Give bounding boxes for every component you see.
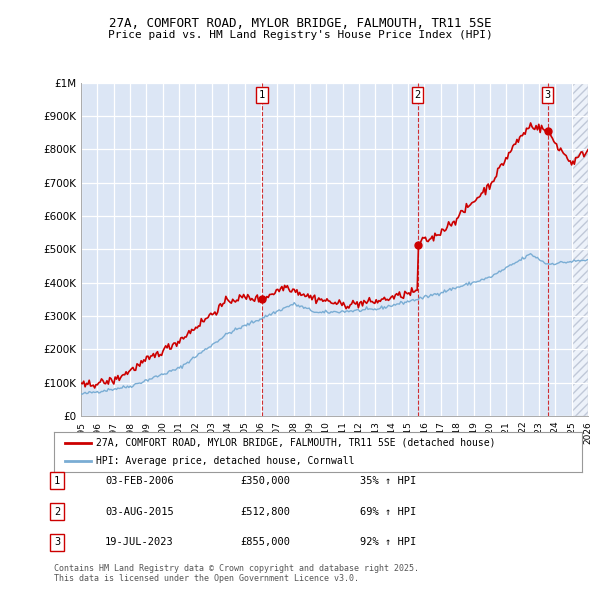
Text: 27A, COMFORT ROAD, MYLOR BRIDGE, FALMOUTH, TR11 5SE (detached house): 27A, COMFORT ROAD, MYLOR BRIDGE, FALMOUT… (96, 438, 496, 448)
Text: 2: 2 (54, 507, 60, 516)
Text: 2: 2 (415, 90, 421, 100)
Text: HPI: Average price, detached house, Cornwall: HPI: Average price, detached house, Corn… (96, 456, 355, 466)
Text: 1: 1 (54, 476, 60, 486)
Text: 3: 3 (545, 90, 551, 100)
Text: 3: 3 (54, 537, 60, 547)
Text: £350,000: £350,000 (240, 476, 290, 486)
Bar (572, 83, 588, 416)
Text: 1: 1 (259, 90, 265, 100)
Text: 27A, COMFORT ROAD, MYLOR BRIDGE, FALMOUTH, TR11 5SE: 27A, COMFORT ROAD, MYLOR BRIDGE, FALMOUT… (109, 17, 491, 30)
Text: Price paid vs. HM Land Registry's House Price Index (HPI): Price paid vs. HM Land Registry's House … (107, 30, 493, 40)
Text: Contains HM Land Registry data © Crown copyright and database right 2025.
This d: Contains HM Land Registry data © Crown c… (54, 563, 419, 583)
Bar (572, 83, 588, 416)
Text: 03-FEB-2006: 03-FEB-2006 (105, 476, 174, 486)
Text: 35% ↑ HPI: 35% ↑ HPI (360, 476, 416, 486)
Text: 92% ↑ HPI: 92% ↑ HPI (360, 537, 416, 547)
Text: £512,800: £512,800 (240, 507, 290, 516)
Text: £855,000: £855,000 (240, 537, 290, 547)
Text: 19-JUL-2023: 19-JUL-2023 (105, 537, 174, 547)
Text: 69% ↑ HPI: 69% ↑ HPI (360, 507, 416, 516)
Text: 03-AUG-2015: 03-AUG-2015 (105, 507, 174, 516)
